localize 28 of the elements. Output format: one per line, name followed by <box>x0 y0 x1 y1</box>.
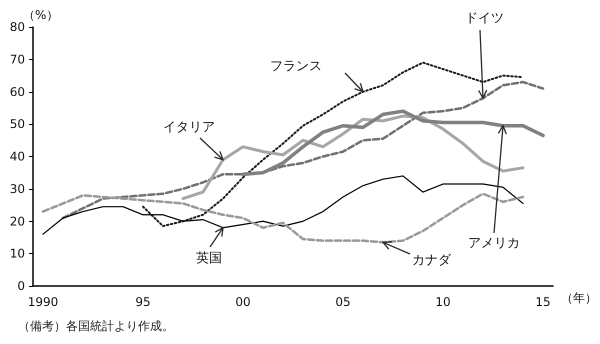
y-tick-label: 10 <box>10 246 25 261</box>
line-series <box>42 175 524 235</box>
x-tick-label: 95 <box>135 295 151 309</box>
y-tick-label: 20 <box>10 214 25 228</box>
x-axis-title: （年） <box>561 291 597 305</box>
y-tick-label: 80 <box>10 20 25 34</box>
x-tick-label: 00 <box>235 295 251 309</box>
x-tick-label: 10 <box>435 295 451 309</box>
line-series <box>62 80 544 220</box>
y-tick-label: 60 <box>10 84 25 99</box>
text: （備考）各国統計より作成。 <box>18 318 174 335</box>
series-label: カナダ <box>412 253 452 268</box>
y-tick-label: 50 <box>10 117 25 132</box>
text: ドイツ <box>465 11 504 26</box>
x-tick-label: 05 <box>335 295 351 309</box>
line-series <box>142 62 524 228</box>
text: フランス <box>270 59 322 74</box>
series-label: イタリア <box>163 120 215 135</box>
y-tick-label: 0 <box>17 279 25 293</box>
series-label: 英国 <box>196 251 222 266</box>
y-tick-label: 70 <box>10 52 25 66</box>
text: アメリカ <box>468 236 520 251</box>
y-axis-title: （%） <box>23 8 58 22</box>
y-tick-label: 40 <box>10 150 25 164</box>
line-series <box>241 109 545 176</box>
y-tick-label: 30 <box>10 182 25 196</box>
x-tick-label: 1990 <box>28 295 58 309</box>
x-tick-label: 15 <box>535 295 551 309</box>
